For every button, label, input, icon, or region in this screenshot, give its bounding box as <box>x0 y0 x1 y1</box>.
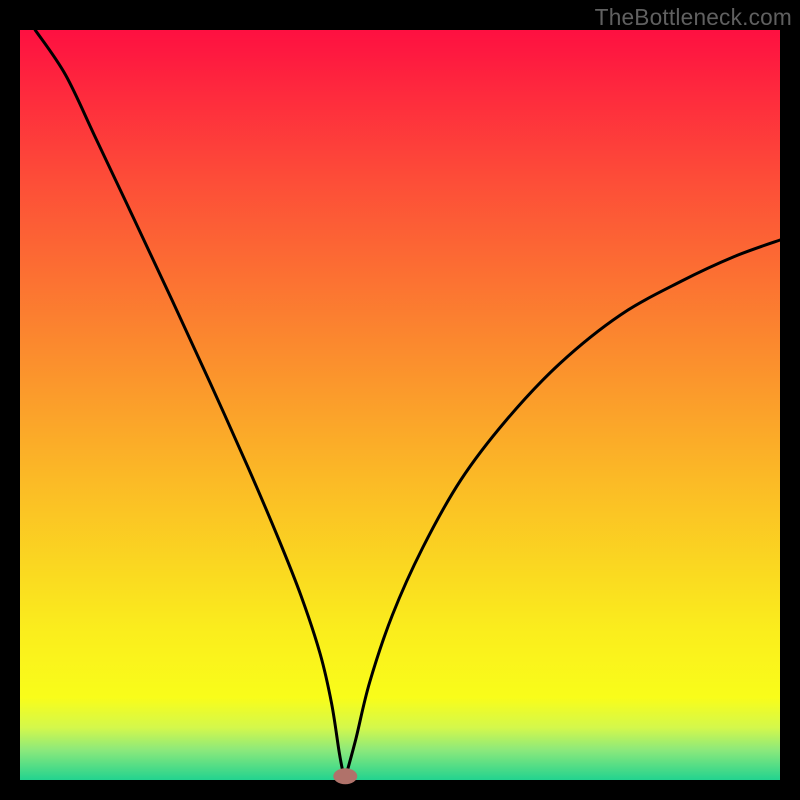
watermark-label: TheBottleneck.com <box>595 4 792 31</box>
bottleneck-chart: TheBottleneck.com <box>0 0 800 800</box>
chart-svg <box>0 0 800 800</box>
minimum-marker <box>333 768 357 784</box>
plot-background <box>20 30 780 780</box>
